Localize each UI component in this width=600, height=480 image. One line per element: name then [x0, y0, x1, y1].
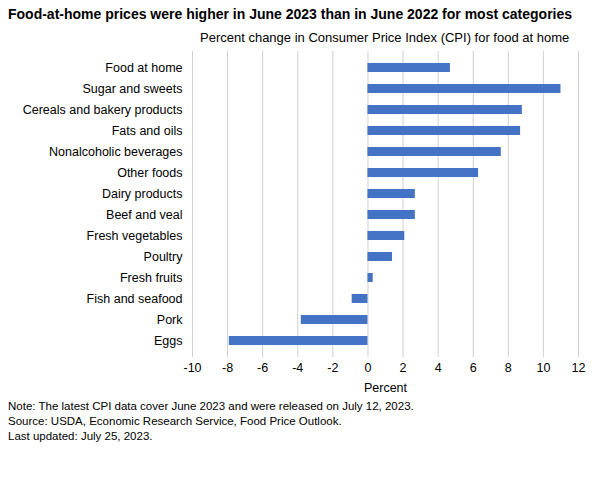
svg-text:Poultry: Poultry	[144, 250, 184, 264]
html-text:Note: The latest CPI data cove: Note: The latest CPI data cover June 202…	[8, 400, 414, 412]
svg-text:Eggs: Eggs	[154, 334, 183, 348]
svg-text:Food at home: Food at home	[105, 61, 182, 75]
svg-text:-2: -2	[327, 361, 338, 375]
svg-text:Cereals and bakery products: Cereals and bakery products	[23, 103, 183, 117]
svg-text:Fresh vegetables: Fresh vegetables	[87, 229, 183, 243]
html-text:Last updated: July 25, 2023.: Last updated: July 25, 2023.	[8, 430, 153, 442]
svg-text:Sugar and sweets: Sugar and sweets	[82, 82, 182, 96]
svg-text:-10: -10	[183, 361, 201, 375]
svg-text:-4: -4	[292, 361, 303, 375]
svg-text:8: 8	[505, 361, 512, 375]
svg-text:Fish and seafood: Fish and seafood	[87, 292, 183, 306]
svg-text:2: 2	[400, 361, 407, 375]
svg-text:10: 10	[536, 361, 550, 375]
svg-text:4: 4	[435, 361, 442, 375]
svg-text:Fresh fruits: Fresh fruits	[120, 271, 183, 285]
svg-text:Dairy products: Dairy products	[102, 187, 183, 201]
svg-text:Percent: Percent	[364, 381, 408, 395]
svg-text:Nonalcoholic beverages: Nonalcoholic beverages	[49, 145, 182, 159]
svg-text:12: 12	[572, 361, 586, 375]
svg-text:Pork: Pork	[157, 313, 183, 327]
svg-text:0: 0	[364, 361, 371, 375]
svg-text:6: 6	[470, 361, 477, 375]
html-text:Food-at-home prices were highe: Food-at-home prices were higher in June …	[8, 6, 572, 22]
svg-text:-6: -6	[257, 361, 268, 375]
html-text:Percent change in Consumer Pri: Percent change in Consumer Price Index (…	[200, 30, 570, 45]
svg-text:Other foods: Other foods	[117, 166, 182, 180]
html-text:Source: USDA, Economic Researc: Source: USDA, Economic Research Service,…	[8, 415, 342, 427]
svg-text:Fats and oils: Fats and oils	[112, 124, 183, 138]
svg-text:Beef and veal: Beef and veal	[106, 208, 182, 222]
svg-text:-8: -8	[222, 361, 233, 375]
